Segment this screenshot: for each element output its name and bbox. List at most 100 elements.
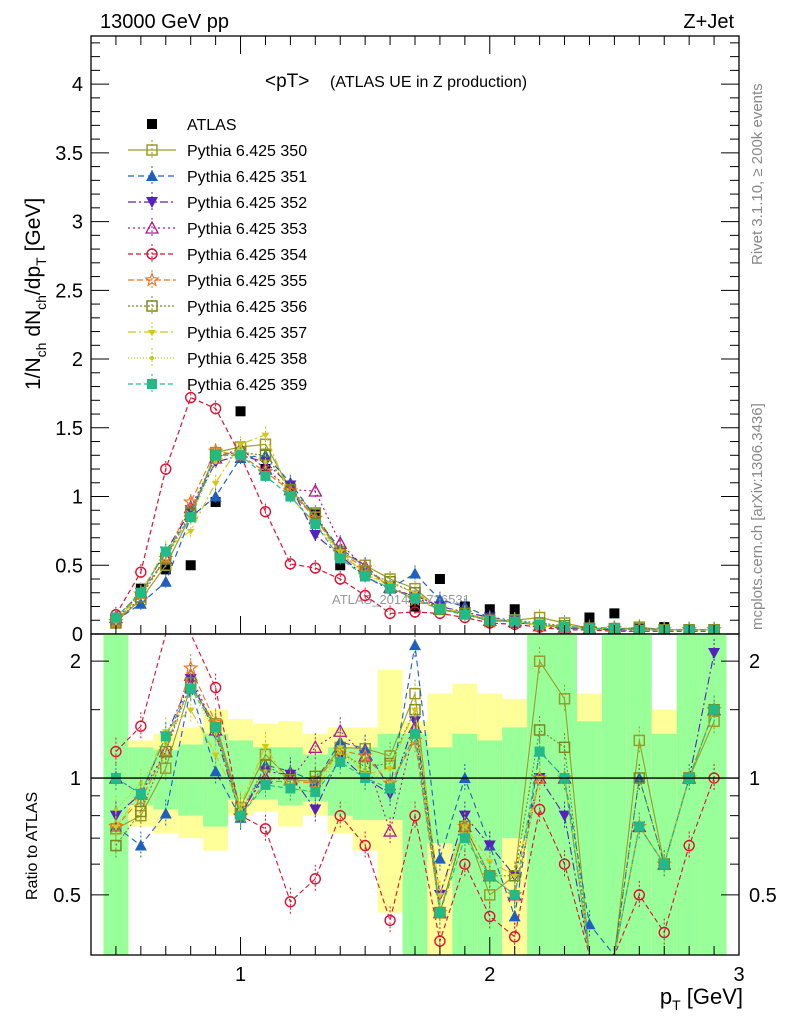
ratio-point [261,743,270,750]
ratio-point [558,741,571,754]
legend-entry-pythia-6-425-356: Pythia 6.425 356 [128,296,307,316]
legend-label: Pythia 6.425 359 [187,377,307,394]
data-point [310,519,321,530]
ratio-point [334,809,346,822]
legend-marker [146,170,158,181]
ratio-point [633,734,646,747]
ratio-point [260,779,271,790]
legend-entry-pythia-6-425-352: Pythia 6.425 352 [128,192,307,212]
legend-entry-pythia-6-425-357: Pythia 6.425 357 [128,322,307,342]
data-point [509,616,520,627]
data-point [309,530,322,542]
data-point [609,608,620,619]
ratio-point [309,804,322,816]
ratio-point [484,910,496,923]
ratio-point [111,824,120,831]
y-tick-label: 0.5 [55,555,83,577]
ratio-point [508,910,521,922]
data-point [459,609,470,620]
ratio-point [558,693,571,705]
legend-marker [144,271,160,287]
ratio-point [284,896,297,908]
ratio-point [533,655,546,667]
ratio-panel: 1 2 3 0.5 0.5 1 1 2 2 [53,633,777,986]
data-point [384,607,396,620]
ratio-point [460,824,469,831]
y-tick-label: 3 [72,212,83,234]
ratio-point [182,659,199,675]
side-label-rivet: Rivet 3.1.10, ≥ 200k events [749,83,766,265]
y-tick-label: 0 [72,624,83,646]
legend-label: Pythia 6.425 356 [187,299,307,316]
ratio-y-tick-label-right: 2 [749,651,760,673]
plot-title-sub: (ATLAS UE in Z production) [330,74,527,91]
ratio-point [509,889,520,900]
legend-label: Pythia 6.425 352 [187,195,307,212]
data-point [209,490,222,502]
ratio-point [238,807,243,812]
data-point [285,491,296,502]
ratio-point [384,914,396,926]
ratio-y-axis-label: Ratio to ATLAS [24,792,41,900]
data-point [134,597,147,609]
ratio-point [410,728,420,739]
analysis-watermark: ATLAS_2014_I1736531 [332,592,470,607]
ratio-point [683,839,695,852]
green-band-bin [601,634,627,955]
ratio-point [633,889,646,901]
data-point [235,450,246,461]
ratio-point [458,810,471,822]
ratio-point [459,833,470,844]
ratio-point [510,873,519,880]
legend-entry-pythia-6-425-351: Pythia 6.425 351 [128,166,307,186]
data-point [182,493,199,509]
y-tick-label: 1.5 [55,418,83,440]
data-point [110,612,121,623]
ratio-point [135,788,146,799]
ratio-point [534,746,545,757]
ratio-point [235,810,246,821]
header-energy-label: 13000 GeV pp [100,11,229,33]
ratio-point [259,823,272,835]
ratio-point [309,873,322,885]
data-point [409,567,421,579]
legend: ATLAS Pythia 6.425 350 Pythia 6.425 351 Pyt… [128,117,307,394]
ratio-point [160,731,171,742]
ratio-point [484,889,496,901]
ratio-point [533,803,546,816]
data-point [261,432,270,439]
y-tick-label: 2.5 [55,280,83,302]
legend-marker [146,197,158,208]
ratio-point [558,858,571,870]
ratio-point [186,707,195,714]
data-point [259,505,272,518]
green-band-bin [103,634,129,955]
ratio-y-tick-label: 2 [70,651,81,673]
ratio-point [508,931,521,943]
ratio-y-tick-label: 0.5 [53,885,81,907]
ratio-y-tick-label-right: 1 [749,768,760,790]
legend-marker [146,144,158,156]
ratio-point [409,639,421,651]
y-tick-label: 1 [72,487,83,509]
legend-label: Pythia 6.425 357 [187,325,307,342]
data-point [160,546,171,557]
legend-entry-pythia-6-425-359: Pythia 6.425 359 [128,374,307,394]
ratio-point [484,870,495,881]
legend-label: Pythia 6.425 351 [187,169,307,186]
x-tick-label: 3 [733,964,744,986]
ratio-point [209,681,222,694]
main-y-axis-label: 1/Nch dNch/dpT [GeV] [22,198,49,390]
legend-marker [147,119,157,129]
data-point [185,512,196,523]
data-point [284,558,297,570]
ratio-point [185,683,196,694]
legend-entry-atlas: ATLAS [147,117,237,134]
legend-entry-pythia-6-425-354: Pythia 6.425 354 [128,244,307,264]
data-point [184,391,197,404]
data-point [335,560,346,571]
ratio-point [335,756,346,767]
ratio-point [459,858,471,870]
green-band-bin [527,634,553,955]
data-point [209,402,222,415]
